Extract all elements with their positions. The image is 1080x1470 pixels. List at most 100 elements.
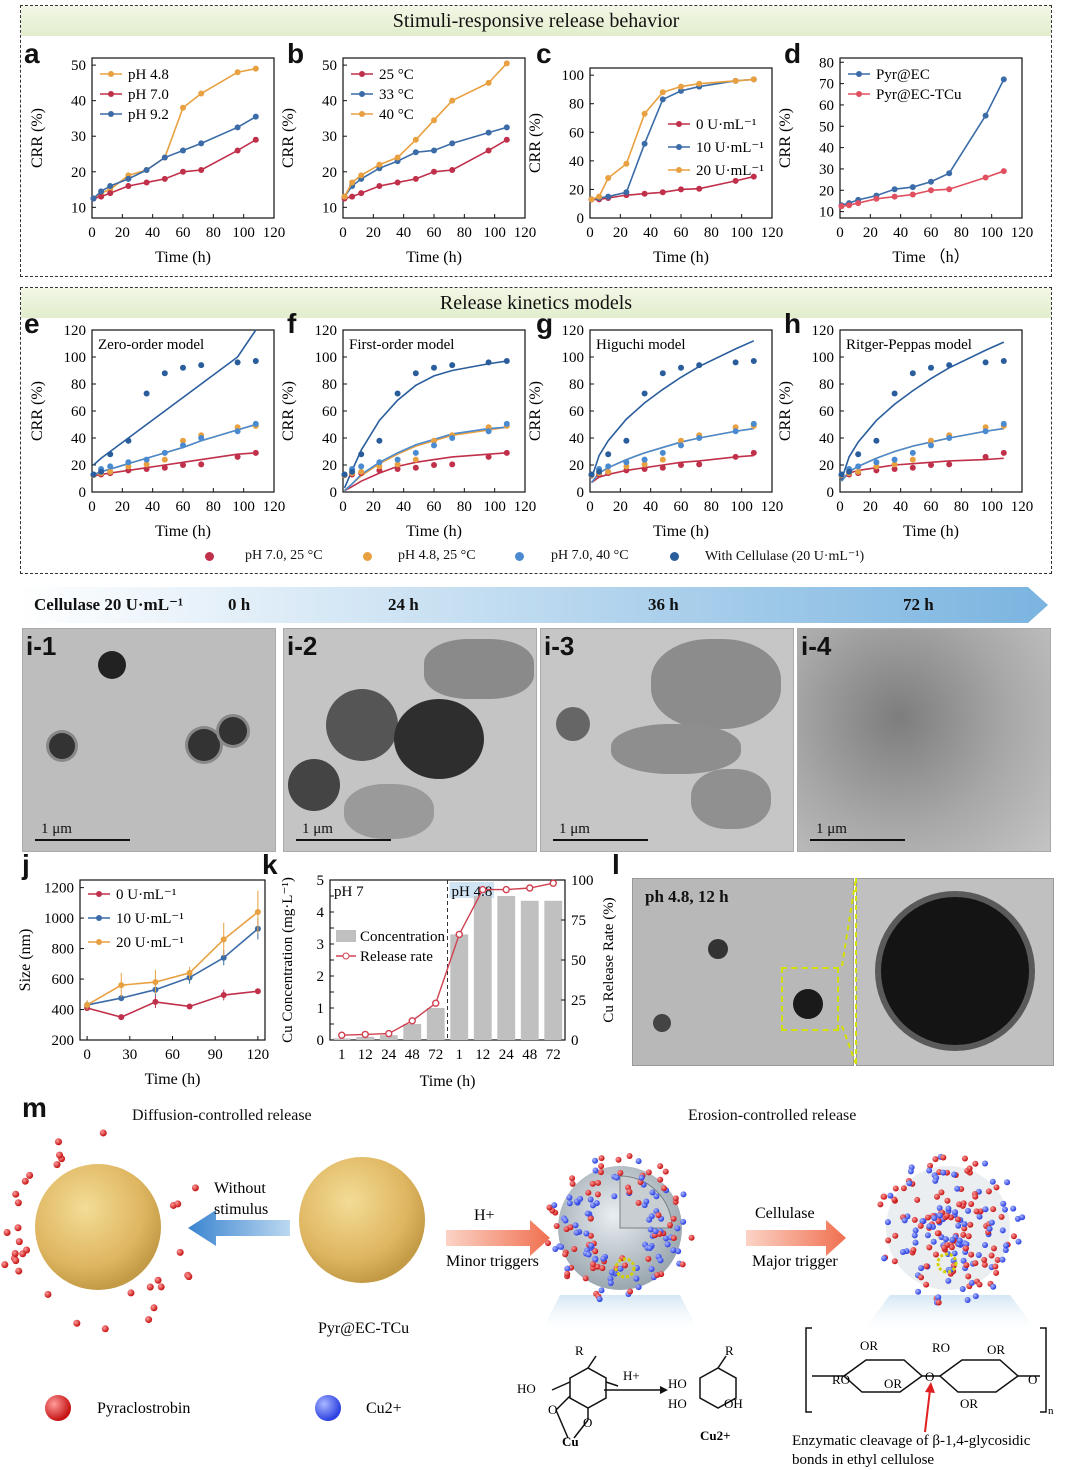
x-axis-label: Time (h)	[406, 523, 462, 540]
data-point	[186, 1003, 193, 1010]
scale-label: 1 μm	[41, 821, 72, 837]
cu-dot	[982, 1206, 989, 1213]
data-point	[449, 167, 456, 173]
y-tick-label: 20	[819, 458, 834, 474]
model-title: Zero-order model	[98, 337, 204, 353]
pyraclostrobin-dot	[627, 1288, 634, 1295]
cu-dot	[551, 1202, 558, 1209]
data-point	[394, 154, 401, 161]
particle	[424, 639, 534, 699]
pyraclostrobin-dot	[582, 1275, 589, 1282]
y-tick-label: 30	[819, 162, 834, 178]
data-point	[412, 136, 419, 143]
pyraclostrobin-dot	[101, 1325, 109, 1333]
pyraclostrobin-dot	[938, 1189, 945, 1196]
tem-image-l: ph 4.8, 12 h	[632, 878, 854, 1066]
cu-dot	[588, 1242, 595, 1249]
pyraclostrobin-dot	[26, 1171, 34, 1179]
chart-e: 0 20 40 60 80 100 120 0 20 40 60 80 100 120 Time (h) CR…	[29, 323, 285, 540]
data-point	[161, 175, 168, 182]
pyraclostrobin-dot	[961, 1225, 968, 1232]
x-tick-label: 72	[428, 1047, 443, 1063]
y-axis-label: CRR (%)	[777, 381, 794, 441]
data-point	[449, 461, 456, 468]
data-point	[234, 124, 241, 131]
pyraclostrobin-icon	[45, 1395, 71, 1421]
y-tick-label: 1200	[44, 881, 74, 897]
chart-h: 0 20 40 60 80 100 120 0 20 40 60 80 100 120 Time (h) CR…	[777, 323, 1033, 540]
cu-dot	[881, 1255, 888, 1262]
data-point	[485, 79, 492, 86]
x-tick-label: 48	[405, 1047, 420, 1063]
y-axis-label: Cu Concentration (mg·L⁻¹)	[280, 877, 296, 1043]
cu-dot	[976, 1213, 983, 1220]
tem-label: i-3	[544, 631, 575, 661]
x-tick-label: 80	[704, 499, 719, 515]
data-point	[455, 930, 463, 939]
y-tick-label: 40	[71, 431, 86, 447]
x-tick-label: 1	[338, 1047, 346, 1063]
pyraclostrobin-dot	[994, 1256, 1001, 1263]
y-tick-label: 20	[322, 458, 337, 474]
cu-dot	[562, 1217, 569, 1224]
timeline-step: 72 h	[903, 595, 934, 614]
y-tick-label: 80	[569, 377, 584, 393]
pyraclostrobin-dot	[966, 1165, 973, 1172]
section-title: Release kinetics models	[21, 288, 1051, 318]
stimulus-label: stimulus	[214, 1201, 268, 1218]
cu-dot	[945, 1205, 952, 1212]
x-tick-label: 0	[586, 499, 594, 515]
pyraclostrobin-dot	[926, 1244, 933, 1251]
x-tick-label: 0	[836, 225, 844, 241]
pyraclostrobin-dot	[973, 1208, 980, 1215]
data-point	[982, 112, 989, 119]
fit-curve	[591, 454, 754, 484]
data-point	[623, 437, 630, 444]
pyraclostrobin-dot	[587, 1232, 594, 1239]
pyraclostrobin-dot	[923, 1281, 930, 1288]
data-point	[605, 451, 612, 458]
pyraclostrobin-dot	[597, 1169, 604, 1176]
data-point	[678, 364, 684, 371]
pyraclostrobin-dot	[3, 1228, 11, 1236]
pyraclostrobin-dot	[968, 1200, 975, 1207]
x-tick-label: 40	[396, 499, 411, 515]
data-point	[431, 462, 437, 468]
data-point	[982, 453, 989, 460]
x-tick-label: 80	[457, 225, 472, 241]
data-point	[90, 471, 97, 478]
cu-dot	[955, 1222, 962, 1229]
sphere-shadow	[540, 1295, 700, 1335]
data-point	[180, 168, 186, 175]
pyraclostrobin-dot	[598, 1163, 605, 1170]
cu-dot	[982, 1160, 989, 1167]
data-point	[485, 147, 492, 154]
pyraclostrobin-dot	[917, 1222, 924, 1229]
data-point	[107, 468, 114, 475]
data-point	[659, 464, 666, 471]
minor-triggers-label: Minor triggers	[446, 1253, 539, 1270]
pyraclostrobin-dot	[185, 1273, 193, 1281]
x-tick-label: 20	[863, 499, 878, 515]
section-title: Stimuli-responsive release behavior	[21, 6, 1051, 36]
pyraclostrobin-dot	[981, 1261, 988, 1268]
cu-dot	[648, 1266, 655, 1273]
cu-label: Cu	[562, 1434, 579, 1449]
x-tick-label: 120	[263, 499, 286, 515]
y2-tick-label: 25	[571, 993, 586, 1009]
legend-label: pH 9.2	[128, 107, 169, 123]
data-point	[909, 370, 916, 377]
data-point	[376, 161, 383, 168]
data-point	[696, 435, 703, 441]
y-axis-label: CRR (%)	[280, 381, 297, 441]
cu-dot	[972, 1293, 979, 1300]
y-tick-label: 1	[317, 1001, 325, 1017]
pyraclostrobin-dot	[960, 1231, 967, 1238]
chem-text: OR	[987, 1342, 1005, 1357]
data-point	[152, 979, 159, 986]
data-point	[605, 463, 612, 470]
y-tick-label: 200	[52, 1033, 75, 1049]
group-label: pH 7	[334, 884, 364, 900]
cu-dot	[613, 1174, 620, 1181]
cu-dot	[587, 1196, 594, 1203]
